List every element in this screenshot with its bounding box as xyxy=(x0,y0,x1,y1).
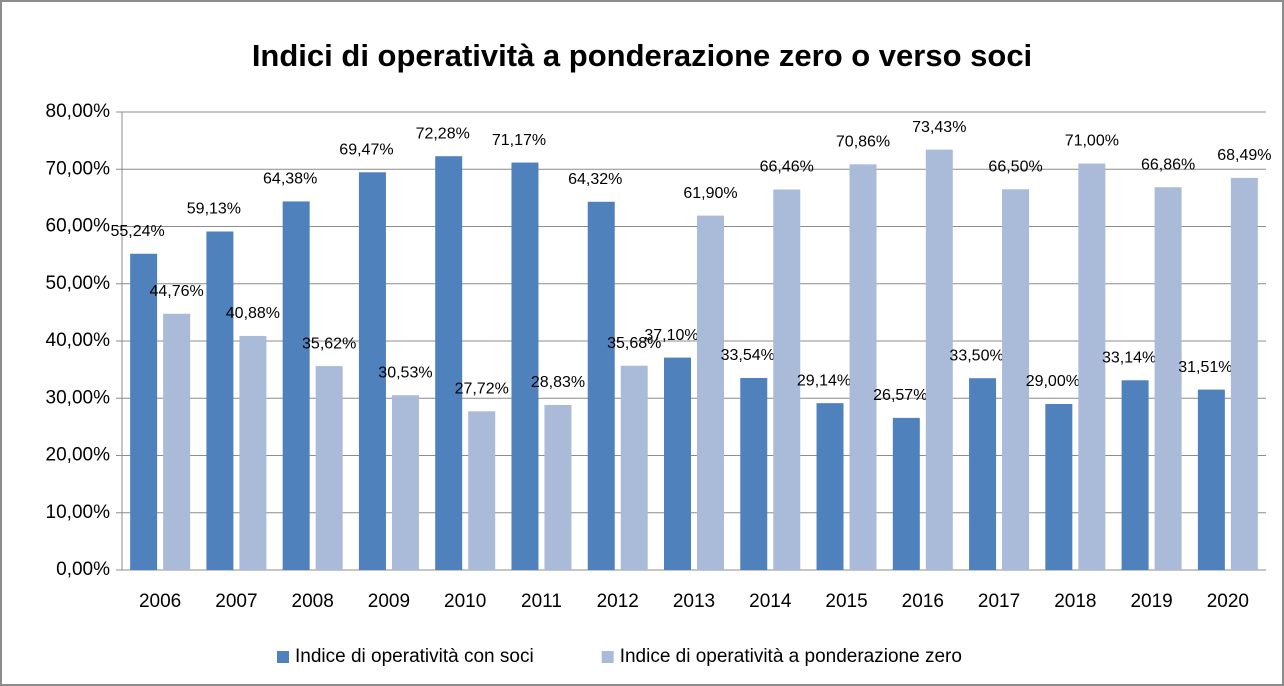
value-label: 31,51% xyxy=(1178,359,1232,376)
bar xyxy=(282,201,310,570)
bar xyxy=(773,189,801,571)
bar xyxy=(892,417,920,570)
value-label: 66,50% xyxy=(988,159,1042,176)
bar xyxy=(1045,403,1073,570)
value-label: 30,53% xyxy=(378,364,432,381)
bar xyxy=(816,403,844,570)
x-tick-label: 2015 xyxy=(825,591,867,612)
x-tick-label: 2016 xyxy=(902,591,944,612)
bar xyxy=(391,395,419,570)
bar xyxy=(468,411,496,570)
bar xyxy=(358,172,386,571)
y-tick-label: 0,00% xyxy=(56,559,110,580)
bar xyxy=(1154,187,1182,570)
x-tick-label: 2014 xyxy=(749,591,792,612)
x-tick-label: 2011 xyxy=(521,591,562,612)
bar xyxy=(435,156,463,570)
y-tick-label: 80,00% xyxy=(46,101,111,122)
bar xyxy=(740,377,768,570)
value-label: 55,24% xyxy=(111,223,165,240)
bar xyxy=(664,357,691,570)
value-label: 70,86% xyxy=(836,134,890,151)
y-tick-label: 20,00% xyxy=(46,445,111,466)
bar xyxy=(849,164,877,570)
y-tick-label: 40,00% xyxy=(46,330,111,351)
y-tick-label: 10,00% xyxy=(46,502,111,523)
value-label: 73,43% xyxy=(912,119,966,136)
value-label: 66,86% xyxy=(1141,156,1195,173)
x-tick-label: 2006 xyxy=(139,591,181,612)
value-label: 61,90% xyxy=(683,185,737,202)
value-label: 35,62% xyxy=(302,335,356,352)
bar xyxy=(620,365,648,570)
x-tick-label: 2012 xyxy=(597,591,639,612)
bar xyxy=(315,366,343,570)
x-tick-label: 2008 xyxy=(292,591,334,612)
value-label: 29,14% xyxy=(797,372,851,389)
bar xyxy=(1121,380,1149,570)
value-label: 69,47% xyxy=(339,142,393,159)
value-label: 64,38% xyxy=(263,171,317,188)
legend-label: Indice di operatività a ponderazione zer… xyxy=(620,646,962,667)
value-label: 26,57% xyxy=(873,387,927,404)
value-label: 71,17% xyxy=(492,132,546,149)
x-tick-label: 2009 xyxy=(368,591,410,612)
value-label: 71,00% xyxy=(1065,133,1119,150)
x-tick-label: 2013 xyxy=(673,591,715,612)
x-tick-label: 2017 xyxy=(978,591,1020,612)
bar xyxy=(1078,163,1106,570)
value-label: 29,00% xyxy=(1026,373,1080,390)
bar xyxy=(587,201,615,570)
y-tick-label: 30,00% xyxy=(46,387,111,408)
x-tick-label: 2019 xyxy=(1130,591,1172,612)
bar xyxy=(925,149,953,570)
x-tick-label: 2020 xyxy=(1207,591,1249,612)
value-label: 35,68% xyxy=(607,335,661,352)
value-label: 68,49% xyxy=(1217,147,1271,164)
bar xyxy=(511,162,539,570)
bar xyxy=(239,335,267,570)
y-tick-label: 70,00% xyxy=(46,158,111,179)
y-tick-label: 50,00% xyxy=(46,273,111,294)
legend-swatch xyxy=(601,651,614,663)
x-tick-label: 2018 xyxy=(1054,591,1096,612)
bar xyxy=(163,313,191,570)
chart-title: Indici di operatività a ponderazione zer… xyxy=(252,38,1032,73)
value-label: 64,32% xyxy=(568,171,622,188)
bar xyxy=(206,231,234,570)
value-label: 37,10% xyxy=(644,327,698,344)
value-label: 40,88% xyxy=(226,305,280,322)
value-label: 44,76% xyxy=(150,283,204,300)
value-label: 66,46% xyxy=(760,159,814,176)
value-label: 59,13% xyxy=(187,201,241,218)
value-label: 27,72% xyxy=(455,381,509,398)
bar xyxy=(969,378,997,570)
bar xyxy=(1002,189,1030,570)
value-label: 28,83% xyxy=(531,374,585,391)
bar xyxy=(1197,389,1225,570)
x-tick-label: 2007 xyxy=(215,591,257,612)
bar xyxy=(130,253,158,570)
x-tick-label: 2010 xyxy=(444,591,486,612)
value-label: 33,14% xyxy=(1102,349,1156,366)
bar xyxy=(697,215,724,570)
legend-swatch xyxy=(277,651,289,663)
bar xyxy=(544,404,572,570)
value-label: 33,50% xyxy=(949,347,1003,364)
value-label: 33,54% xyxy=(721,347,775,364)
bar xyxy=(1230,177,1258,570)
value-label: 72,28% xyxy=(416,125,470,142)
y-tick-label: 60,00% xyxy=(46,216,111,237)
legend-label: Indice di operatività con soci xyxy=(295,646,534,667)
